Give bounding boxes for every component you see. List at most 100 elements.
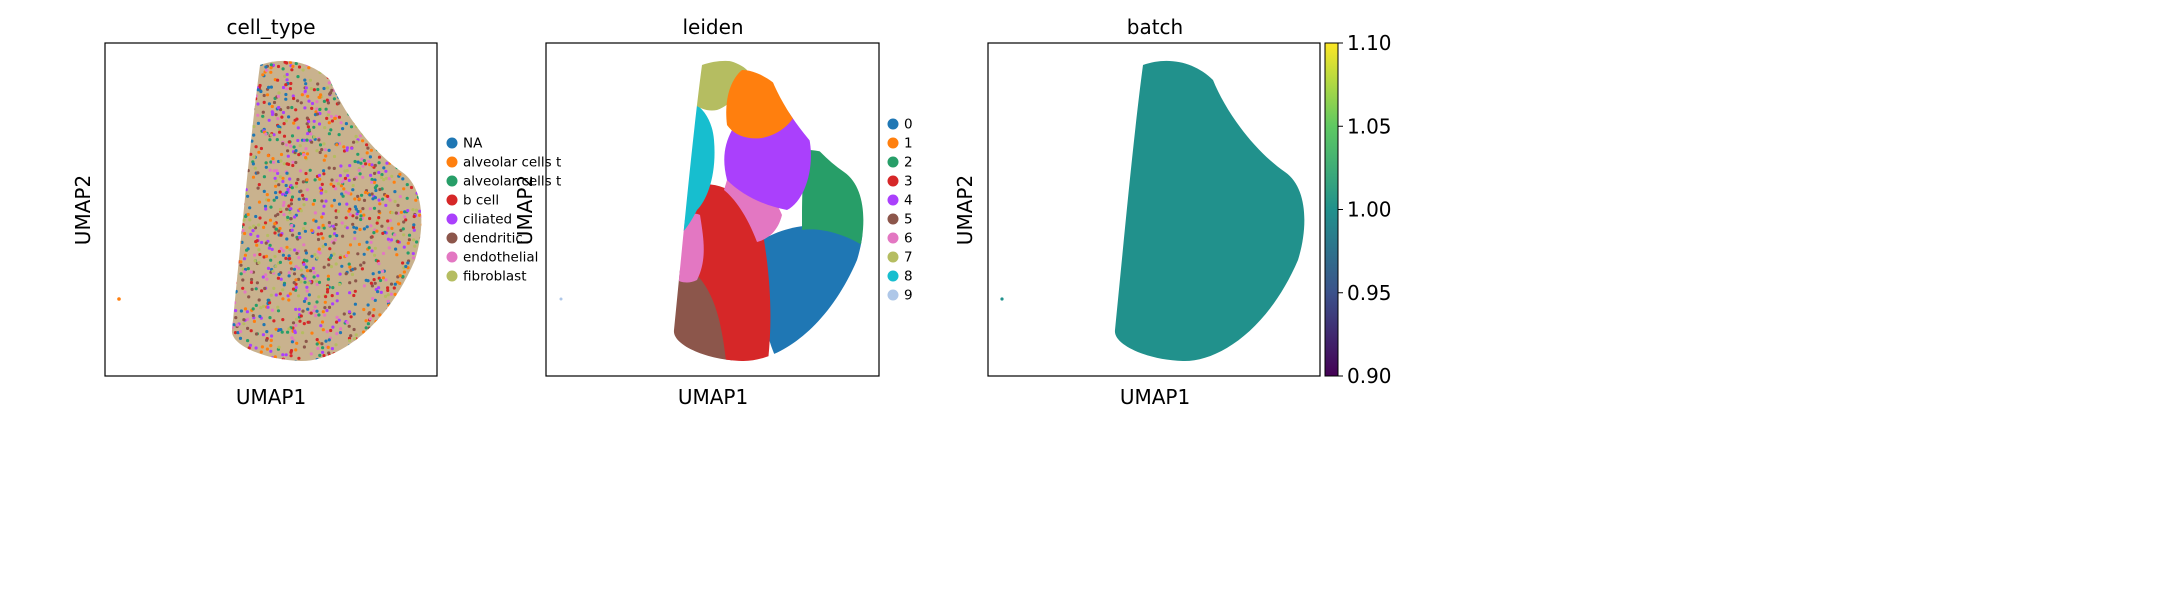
data-point (327, 221, 331, 225)
data-point (289, 261, 293, 265)
data-point (394, 211, 398, 215)
data-point (353, 302, 357, 306)
data-point (409, 311, 413, 315)
data-point (412, 96, 416, 100)
data-point (342, 149, 347, 153)
data-point (371, 361, 375, 362)
data-point (372, 95, 377, 99)
data-point (254, 346, 258, 350)
data-point (270, 247, 274, 251)
data-point (276, 171, 280, 175)
data-point (411, 174, 415, 178)
data-point (358, 84, 362, 88)
data-point (257, 54, 260, 57)
data-point (418, 286, 422, 291)
data-point (371, 343, 375, 347)
data-point (368, 90, 372, 94)
data-point (284, 119, 288, 123)
data-point (292, 145, 296, 149)
data-point (410, 313, 414, 317)
data-point (287, 298, 291, 302)
data-point (381, 350, 385, 355)
data-point (335, 91, 339, 96)
data-point (398, 85, 402, 89)
data-point (285, 72, 289, 77)
legend-label: 2 (904, 155, 913, 171)
data-point (285, 245, 289, 249)
data-point (320, 199, 324, 203)
data-point (268, 168, 272, 172)
data-point (267, 198, 271, 202)
data-point (364, 87, 369, 91)
data-point (228, 342, 231, 345)
data-point (357, 168, 361, 172)
data-point (322, 226, 326, 230)
data-point (318, 150, 322, 155)
data-point (366, 134, 370, 138)
data-point (385, 317, 389, 321)
data-point (402, 220, 406, 224)
data-point (267, 102, 271, 106)
data-point (406, 339, 410, 343)
data-point (226, 73, 229, 76)
data-point (276, 276, 280, 280)
data-point (328, 353, 332, 357)
data-point (312, 88, 316, 92)
data-point (345, 321, 349, 325)
data-point (289, 207, 293, 211)
data-point (281, 353, 285, 357)
data-point (302, 299, 307, 303)
data-point (324, 154, 328, 158)
data-point (239, 309, 243, 313)
data-point (337, 133, 341, 137)
data-point (279, 328, 283, 332)
data-point (363, 190, 368, 195)
data-point (353, 340, 357, 344)
data-point (342, 56, 345, 59)
data-point (356, 252, 360, 256)
data-point (410, 345, 414, 349)
data-point (286, 330, 290, 334)
data-point (367, 97, 371, 101)
data-point (363, 338, 367, 342)
colorbar-tick-label: 0.95 (1347, 281, 1392, 305)
data-point (419, 189, 422, 193)
data-point (294, 360, 298, 362)
data-point (398, 307, 402, 311)
data-point (320, 342, 324, 346)
data-point (389, 238, 394, 242)
data-point (241, 177, 245, 181)
data-point (299, 189, 303, 193)
legend-label: 7 (904, 250, 913, 266)
data-point (353, 230, 357, 234)
data-point (332, 97, 336, 101)
data-point (361, 74, 365, 78)
data-point (325, 290, 330, 294)
data-point (356, 160, 360, 164)
data-point (336, 209, 340, 214)
data-point (274, 293, 278, 297)
data-point (372, 107, 376, 111)
data-point (395, 339, 399, 343)
data-point (353, 205, 357, 209)
data-point (312, 125, 316, 129)
data-point (353, 267, 357, 271)
data-point (320, 148, 324, 152)
data-point (333, 354, 337, 358)
data-point (395, 62, 399, 66)
data-point (383, 347, 387, 351)
data-point (328, 75, 332, 79)
data-point (373, 171, 377, 175)
data-point (279, 233, 283, 237)
data-point (290, 223, 294, 228)
data-point (264, 161, 268, 165)
data-point (225, 106, 228, 109)
data-point (412, 214, 416, 219)
data-point (254, 94, 258, 98)
data-point (269, 70, 273, 74)
data-point (284, 256, 288, 260)
data-point (336, 65, 340, 69)
data-point (371, 197, 375, 201)
data-point (324, 107, 328, 111)
data-point (306, 307, 310, 311)
